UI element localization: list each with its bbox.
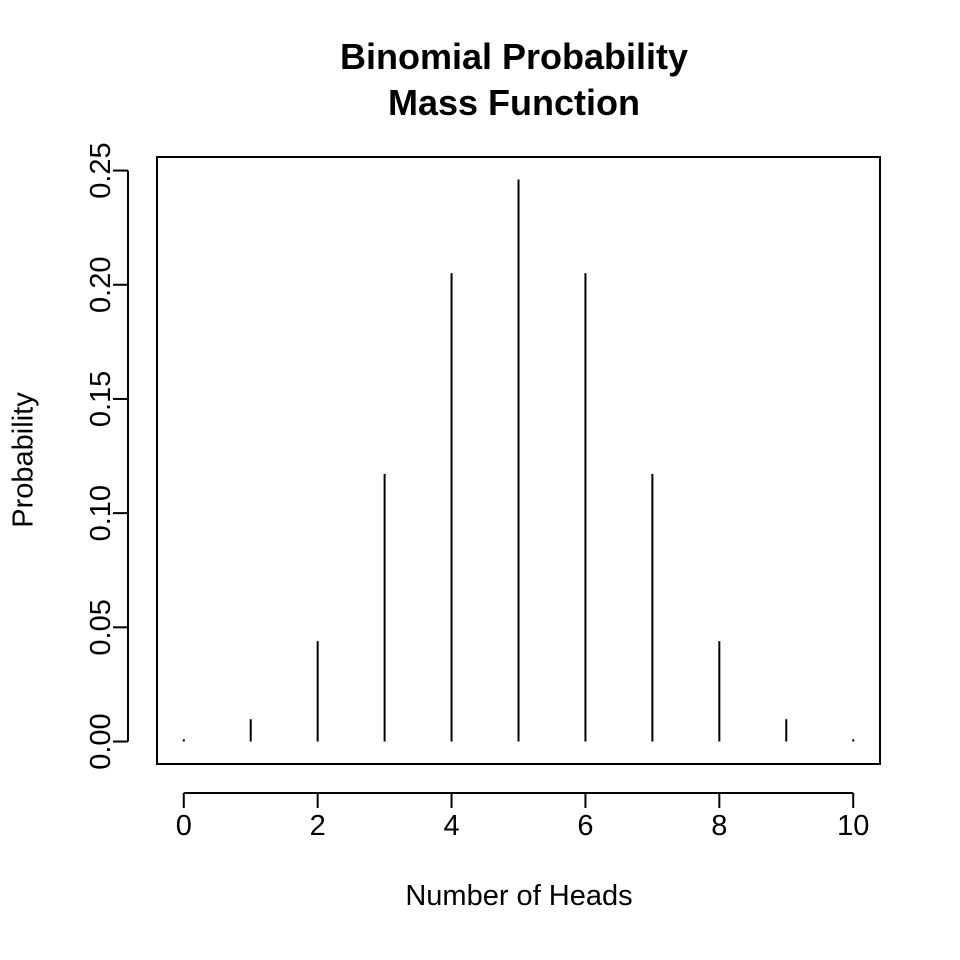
y-tick-label: 0.25	[85, 142, 117, 198]
y-tick-label: 0.15	[85, 371, 117, 427]
y-tick-label: 0.10	[85, 485, 117, 541]
y-tick-label: 0.00	[85, 713, 117, 769]
chart-title-line-2: Mass Function	[387, 82, 641, 123]
chart-title-line-1: Binomial Probability	[339, 36, 689, 77]
y-axis-label: Probability	[7, 392, 40, 528]
x-tick-label: 10	[837, 810, 869, 842]
plot-frame	[156, 156, 881, 765]
x-axis-label: Number of Heads	[405, 880, 633, 912]
x-tick-label: 2	[310, 810, 326, 842]
y-tick-label: 0.05	[85, 599, 117, 655]
y-tick-label: 0.20	[85, 257, 117, 313]
x-tick-label: 8	[711, 810, 727, 842]
x-tick-label: 6	[577, 810, 593, 842]
x-tick-label: 4	[443, 810, 459, 842]
x-tick-label: 0	[176, 810, 192, 842]
